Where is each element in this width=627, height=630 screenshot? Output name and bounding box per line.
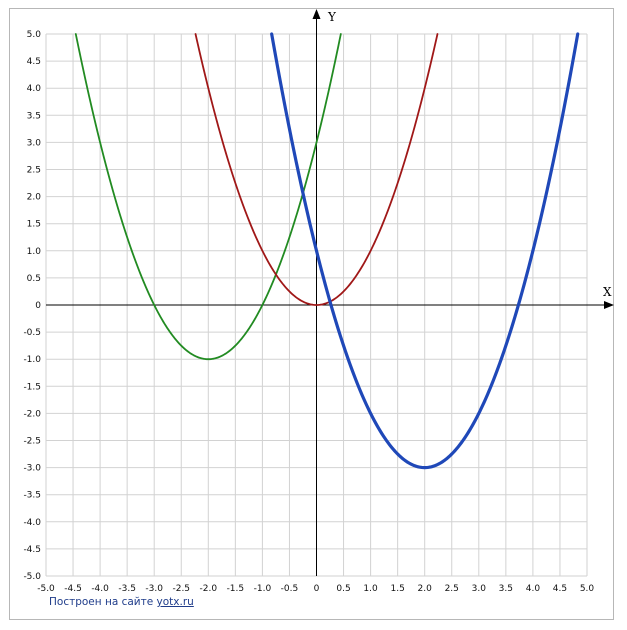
y-axis-label: Y: [327, 10, 337, 24]
x-tick-label: 3.5: [499, 584, 513, 594]
x-axis-label: X: [603, 285, 612, 299]
y-tick-label: -1.5: [23, 382, 41, 392]
x-tick-label: -3.5: [118, 584, 136, 594]
y-tick-label: 3.5: [27, 111, 41, 121]
credit-text: Построен на сайте: [49, 596, 157, 608]
y-tick-label: 1.0: [27, 247, 42, 257]
y-tick-label: -0.5: [23, 328, 41, 338]
x-tick-label: 1.0: [363, 584, 378, 594]
x-tick-label: -1.0: [254, 584, 272, 594]
y-tick-label: -4.5: [23, 545, 41, 555]
series-group: [74, 32, 580, 470]
x-tick-label: -1.5: [227, 584, 245, 594]
y-tick-label: 5.0: [27, 30, 42, 40]
y-tick-label: 2.0: [27, 193, 42, 203]
x-tick-label: -2.5: [172, 584, 190, 594]
series-curve-2: [194, 33, 439, 306]
y-tick-label: -2.5: [23, 437, 41, 447]
y-axis-arrow: [312, 9, 321, 19]
y-tick-label: 1.5: [27, 220, 41, 230]
y-tick-label: 2.5: [27, 166, 41, 176]
x-tick-label: 2.0: [418, 584, 433, 594]
x-tick-label: 3.0: [472, 584, 487, 594]
y-tick-label: -5.0: [23, 572, 41, 582]
x-tick-label: 2.5: [445, 584, 459, 594]
axes: [46, 9, 614, 576]
x-tick-label: 4.0: [526, 584, 541, 594]
y-tick-label: 3.0: [27, 138, 42, 148]
y-tick-label: -2.0: [23, 409, 41, 419]
x-tick-label: -5.0: [37, 584, 55, 594]
y-tick-label: -1.0: [23, 355, 41, 365]
credit-link[interactable]: yotx.ru: [156, 596, 194, 608]
x-tick-label: -2.0: [200, 584, 218, 594]
x-axis-arrow: [604, 301, 614, 309]
x-tick-label: -4.5: [64, 584, 82, 594]
y-tick-label: 4.0: [27, 84, 42, 94]
x-tick-label: 1.5: [390, 584, 404, 594]
y-tick-label: -4.0: [23, 518, 41, 528]
x-tick-label: -4.0: [91, 584, 109, 594]
x-tick-label: 4.5: [553, 584, 567, 594]
x-tick-label: -3.0: [145, 584, 163, 594]
series-curve-3: [270, 32, 580, 470]
tick-labels: -5.0 -4.5 -4.0 -3.5 -3.0 -2.5 -2.0 -1.5 -1.0 -0.5…: [23, 30, 594, 594]
x-tick-label: 5.0: [580, 584, 595, 594]
x-tick-label: 0: [314, 584, 320, 594]
credit-footer: Построен на сайте yotx.ru: [49, 596, 194, 608]
y-tick-label: 0: [35, 301, 41, 311]
y-tick-label: -3.5: [23, 491, 41, 501]
chart-frame: [9, 8, 614, 620]
y-tick-label: 4.5: [27, 57, 41, 67]
x-tick-label: 0.5: [336, 584, 350, 594]
x-tick-label: -0.5: [281, 584, 299, 594]
series-curve-1: [74, 33, 342, 361]
y-tick-label: 0.5: [27, 274, 41, 284]
y-tick-label: -3.0: [23, 464, 41, 474]
